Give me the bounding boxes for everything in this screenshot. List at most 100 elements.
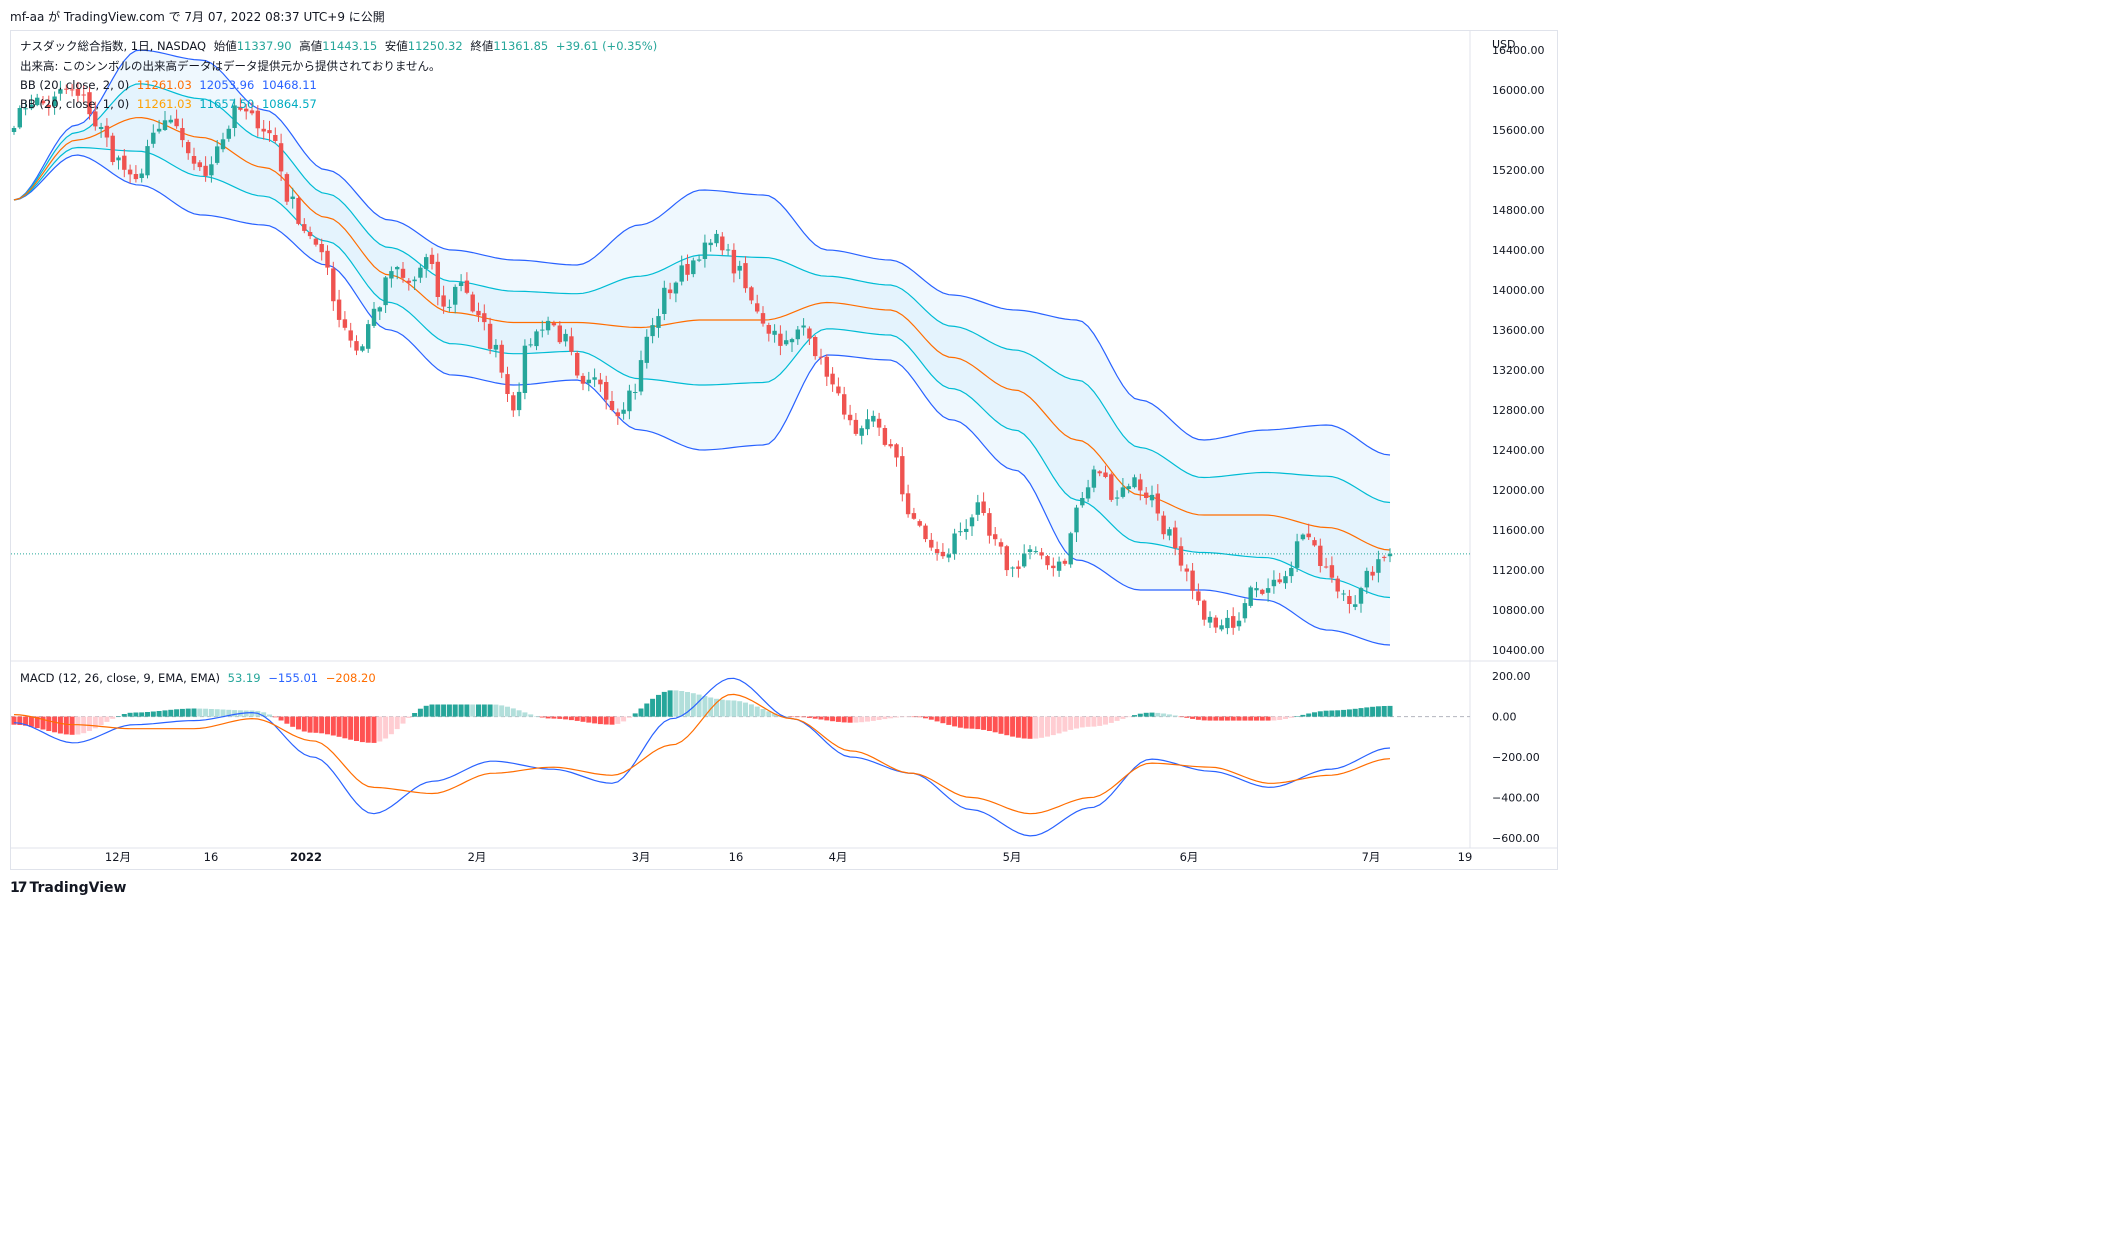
macd-histogram-bar — [748, 704, 754, 717]
macd-histogram-bar — [383, 716, 389, 739]
macd-histogram-bar — [719, 699, 725, 717]
macd-line-value: −155.01 — [268, 671, 319, 685]
candle-body — [331, 268, 336, 302]
legend-change: +39.61 (+0.35%) — [555, 39, 658, 53]
candle-body — [1231, 616, 1236, 628]
macd-histogram-bar — [17, 716, 23, 725]
candle-body — [139, 173, 144, 178]
macd-histogram-bar — [754, 706, 760, 717]
price-tick-label: 14000.00 — [1492, 284, 1545, 297]
candle-body — [325, 250, 330, 268]
macd-tick-label: 200.00 — [1492, 670, 1531, 683]
macd-histogram-bar — [592, 716, 598, 724]
macd-histogram-bar — [133, 712, 139, 717]
time-axis-label: 19 — [1458, 850, 1473, 864]
time-axis-label: 7月 — [1362, 850, 1381, 864]
legend-bb2[interactable]: BB (20, close, 1, 0) 11261.03 11657.50 1… — [20, 97, 321, 111]
candle-body — [511, 395, 516, 411]
candle-body — [563, 333, 568, 342]
candle-body — [638, 360, 644, 392]
macd-histogram-bar — [1010, 716, 1016, 737]
macd-histogram-bar — [1358, 708, 1364, 717]
candle-body — [586, 379, 591, 384]
macd-label: MACD (12, 26, close, 9, EMA, EMA) — [20, 671, 220, 685]
macd-histogram-bar — [1015, 716, 1021, 738]
candle-body — [1051, 565, 1056, 569]
macd-histogram-bar — [783, 716, 789, 717]
candle-body — [1329, 565, 1335, 578]
candle-body — [964, 528, 969, 532]
candle-body — [1103, 472, 1108, 477]
candle-body — [1265, 588, 1271, 593]
macd-histogram-bar — [621, 716, 627, 722]
macd-tick-label: −200.00 — [1492, 751, 1540, 764]
candle-body — [725, 249, 731, 251]
macd-histogram-bar — [1120, 716, 1126, 719]
time-axis-label: 6月 — [1180, 850, 1199, 864]
candle-body — [760, 313, 766, 324]
macd-histogram-bar — [522, 712, 528, 717]
macd-histogram-bar — [1050, 716, 1056, 736]
macd-histogram-bar — [75, 716, 81, 735]
macd-histogram-bar — [40, 716, 46, 730]
candle-body — [261, 128, 266, 132]
macd-histogram-bar — [110, 716, 116, 719]
candle-body — [1341, 593, 1346, 595]
macd-histogram-bar — [731, 700, 737, 717]
candle-body — [1196, 591, 1201, 601]
macd-histogram-bar — [986, 716, 992, 731]
macd-histogram-bar — [766, 711, 772, 717]
candle-body — [238, 106, 243, 110]
candle-body — [1085, 487, 1091, 499]
macd-histogram-bar — [446, 704, 452, 717]
macd-histogram-bar — [1184, 716, 1190, 718]
bb2-lower: 10864.57 — [261, 97, 317, 111]
macd-histogram-bar — [1207, 716, 1213, 721]
candle-body — [766, 325, 771, 334]
candle-body — [575, 353, 580, 376]
price-tick-label: 12800.00 — [1492, 404, 1545, 417]
macd-histogram-bar — [87, 716, 92, 731]
candle-body — [853, 419, 859, 434]
candle-body — [627, 390, 632, 412]
macd-histogram-bar — [1370, 706, 1376, 717]
legend-open: 11337.90 — [236, 39, 292, 53]
time-axis-label: 4月 — [829, 850, 848, 864]
candle-body — [1022, 553, 1027, 567]
macd-histogram-bar — [1178, 716, 1184, 718]
candle-body — [1353, 604, 1358, 607]
macd-histogram-bar — [981, 716, 987, 730]
candle-body — [1173, 527, 1178, 549]
tradingview-logo[interactable]: 17 TradingView — [10, 880, 126, 896]
candle-body — [940, 551, 946, 557]
macd-histogram-bar — [946, 716, 952, 725]
candle-body — [145, 146, 150, 176]
legend-macd[interactable]: MACD (12, 26, close, 9, EMA, EMA) 53.19 … — [20, 671, 380, 685]
candle-body — [656, 316, 661, 328]
macd-histogram-bar — [46, 716, 52, 731]
macd-histogram-bar — [1004, 716, 1010, 736]
legend-bb1[interactable]: BB (20, close, 2, 0) 11261.03 12053.96 1… — [20, 78, 321, 92]
candle-body — [1178, 546, 1184, 566]
macd-histogram-bar — [865, 716, 870, 722]
macd-histogram-bar — [412, 713, 418, 717]
candle-body — [1190, 570, 1195, 591]
macd-histogram-bar — [806, 716, 812, 718]
candle-body — [215, 146, 220, 163]
candle-body — [813, 337, 818, 357]
macd-histogram-bar — [261, 712, 267, 717]
candle-body — [58, 89, 63, 94]
candle-body — [633, 392, 638, 393]
macd-histogram-bar — [11, 716, 17, 725]
macd-histogram-bar — [278, 716, 284, 721]
macd-histogram-bar — [841, 716, 847, 723]
candle-body — [772, 330, 777, 335]
candle-body — [1056, 561, 1062, 571]
time-axis-label: 2022 — [290, 850, 322, 864]
candle-body — [685, 264, 690, 275]
candle-body — [75, 88, 81, 96]
candle-body — [609, 401, 615, 410]
candle-body — [1323, 566, 1329, 568]
candle-body — [476, 310, 481, 316]
